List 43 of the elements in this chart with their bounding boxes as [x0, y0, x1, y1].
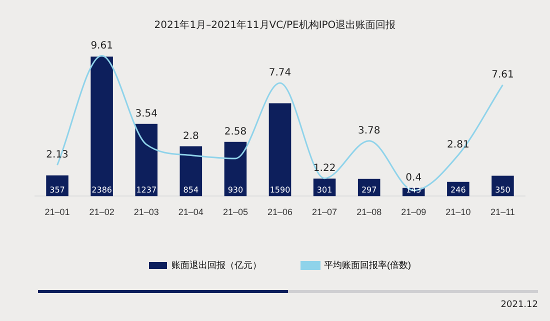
data-label: 3.78 — [358, 126, 380, 137]
data-label: 2.13 — [46, 150, 68, 161]
x-tick-label: 21–06 — [267, 207, 293, 218]
x-tick-label: 21–11 — [490, 207, 515, 218]
x-tick-label: 21–07 — [312, 207, 338, 218]
x-tick-label: 21–10 — [446, 207, 471, 218]
x-tick-label: 21–01 — [44, 207, 70, 218]
data-label: 7.61 — [492, 70, 514, 81]
bar — [224, 142, 247, 196]
data-label: 7.74 — [268, 68, 292, 79]
bar — [268, 103, 292, 196]
chart-title: 2021年1月–2021年11月VC/PE机构IPO退出账面回报 — [153, 18, 397, 32]
data-label: 2386 — [92, 185, 112, 194]
data-label: 350 — [495, 185, 510, 194]
x-tick-label: 21–08 — [356, 207, 382, 218]
data-label: 2.8 — [182, 130, 199, 142]
x-tick-label: 21–03 — [134, 207, 159, 218]
data-label: 2.58 — [224, 126, 247, 138]
bar — [135, 124, 158, 196]
bar — [90, 56, 113, 196]
data-label: 3.54 — [135, 108, 158, 120]
text: 2021.12 — [500, 300, 538, 310]
data-label: 1.22 — [313, 162, 336, 174]
x-tick-label: 21–09 — [401, 207, 426, 218]
data-label: 301 — [316, 185, 332, 194]
x-tick-label: 21–04 — [178, 207, 204, 218]
data-label: 0.4 — [406, 172, 422, 184]
bar — [492, 176, 514, 196]
x-tick-label: 21–02 — [89, 207, 114, 218]
x-tick-label: 21–05 — [222, 207, 248, 218]
legend-label: 平均账面回报率(倍数) — [324, 260, 412, 270]
data-label: 357 — [50, 185, 65, 194]
data-label: 854 — [183, 185, 199, 194]
bar — [180, 146, 202, 196]
data-label: 9.61 — [90, 40, 113, 52]
data-label: 1237 — [136, 185, 157, 194]
data-label: 1590 — [270, 185, 290, 194]
bar — [46, 175, 68, 196]
data-label: 2.81 — [447, 140, 470, 151]
data-label: 297 — [361, 185, 377, 194]
legend-label: 账面退出回报（亿元） — [172, 260, 262, 270]
data-label: 246 — [450, 185, 466, 194]
data-label: 930 — [228, 185, 244, 194]
